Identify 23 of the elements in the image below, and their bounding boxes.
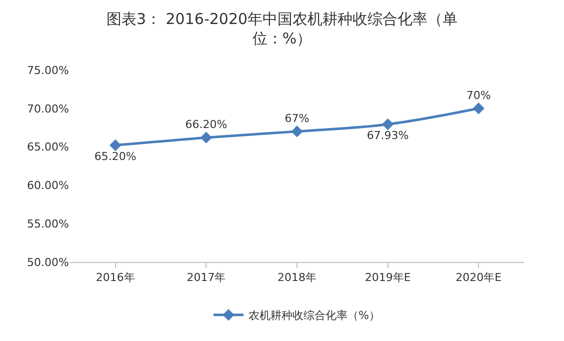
y-tick-label: 65.00% — [27, 140, 69, 154]
point — [110, 139, 122, 152]
chart-title: 图表3： 2016-2020年中国农机耕种收综合化率（单位：%） — [106, 10, 458, 48]
y-tick-label: 55.00% — [27, 217, 69, 230]
data-label: 70% — [466, 89, 491, 102]
data-label: 67.93% — [366, 129, 409, 142]
y-tick-label: 70.00% — [27, 102, 69, 116]
point — [382, 118, 394, 130]
x-tick-label: 2017年 — [186, 271, 226, 284]
x-tick-label: 2016年 — [96, 271, 135, 284]
point — [472, 102, 484, 114]
y-tick-label: 75.00% — [27, 64, 69, 77]
data-label: 67% — [284, 112, 310, 126]
data-label: 65.20% — [94, 150, 136, 164]
y-tick-label: 60.00% — [27, 179, 69, 192]
data-label: 66.20% — [185, 118, 228, 132]
point — [291, 126, 303, 138]
legend-label: 农机耕种收综合化率（%） — [248, 309, 380, 322]
x-tick-label: 2018年 — [278, 271, 316, 284]
x-tick-label: 2020年E — [456, 271, 502, 284]
y-tick-label: 50.00% — [27, 256, 69, 269]
point — [200, 132, 212, 144]
x-tick-label: 2019年E — [364, 271, 411, 284]
